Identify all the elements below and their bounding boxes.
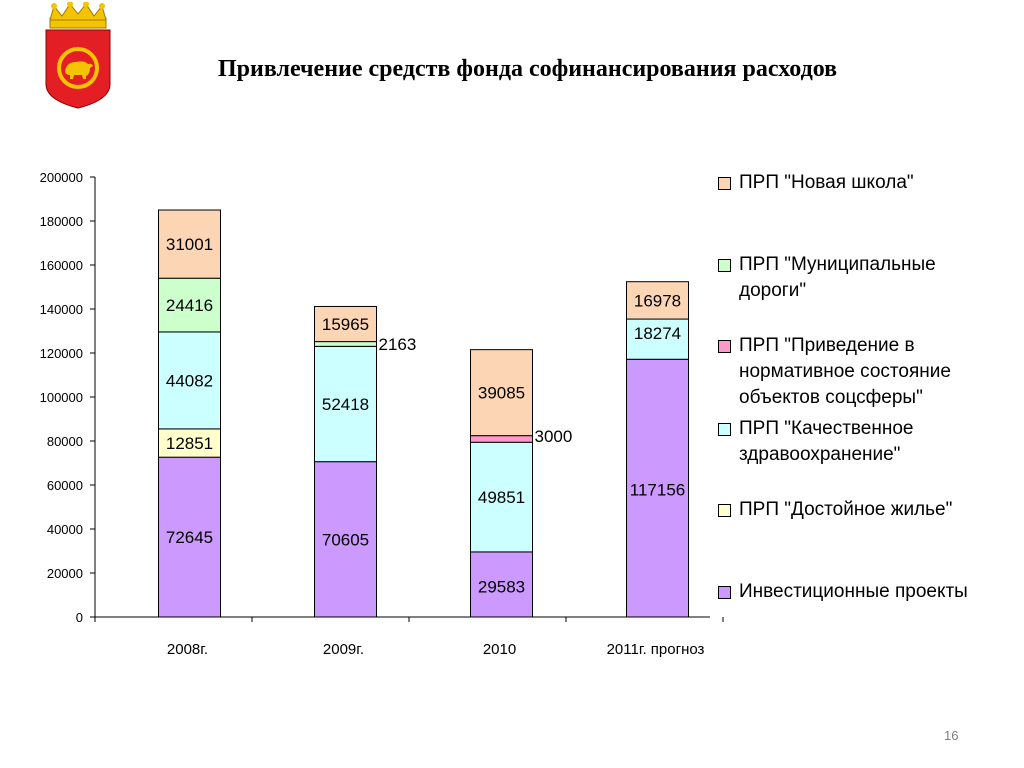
legend-item-investment: Инвестиционные проекты [718, 579, 968, 605]
bar-segment [314, 345, 377, 463]
data-label: 31001 [166, 235, 213, 254]
legend-swatch [718, 177, 731, 190]
data-label: 3000 [535, 427, 573, 446]
crown-icon [49, 2, 107, 29]
bar-segment [626, 318, 689, 360]
bar-segment [314, 461, 377, 618]
legend-item-housing: ПРП "Достойное жилье" [718, 497, 952, 523]
y-tick-label: 80000 [47, 434, 83, 449]
bar-segment [314, 305, 377, 343]
bar-segment [470, 349, 533, 437]
legend-label: Инвестиционные проекты [739, 581, 968, 602]
legend-item-social: ПРП "Приведение в нормативное состояние … [718, 333, 1008, 411]
data-label: 18274 [634, 324, 681, 343]
legend-label: ПРП "Новая школа" [739, 172, 914, 193]
data-label: 72645 [166, 528, 213, 547]
y-tick-label: 0 [76, 610, 83, 625]
data-label: 52418 [322, 395, 369, 414]
bar-segment [158, 456, 221, 618]
bear-icon [65, 61, 93, 79]
legend-swatch [718, 586, 731, 599]
data-label: 16978 [634, 291, 681, 310]
x-tick-label: 2009г. [323, 641, 364, 658]
data-label: 70605 [322, 530, 369, 549]
bar-segment [470, 441, 533, 553]
data-label: 12851 [166, 434, 213, 453]
y-tick-label: 200000 [40, 170, 83, 185]
x-tick-label: 2008г. [167, 641, 208, 658]
bar-segment [314, 341, 377, 347]
bar-segment [626, 358, 689, 618]
bar-segment [158, 209, 221, 279]
legend-label: ПРП "Достойное жилье" [739, 499, 953, 520]
bar-segment [470, 551, 533, 618]
data-label: 29583 [478, 577, 525, 596]
data-label: 49851 [478, 488, 525, 507]
y-tick-label: 20000 [47, 566, 83, 581]
data-label: 2163 [379, 335, 417, 354]
legend-item-roads: ПРП "Муниципальные дороги" [718, 252, 978, 304]
legend-label: ПРП "Муниципальные дороги" [739, 254, 936, 301]
bar-segment [158, 331, 221, 430]
bar-segment [470, 435, 533, 443]
legend-item-health: ПРП "Качественное здравоохранение" [718, 416, 948, 468]
data-label: 24416 [166, 296, 213, 315]
legend-swatch [718, 259, 731, 272]
gold-ring-icon [57, 47, 99, 89]
page-number: 16 [944, 728, 959, 743]
y-tick-label: 60000 [47, 478, 83, 493]
legend-swatch [718, 504, 731, 517]
y-tick-label: 120000 [40, 346, 83, 361]
coat-of-arms-emblem [45, 2, 111, 109]
legend-swatch [718, 423, 731, 436]
y-tick-label: 140000 [40, 302, 83, 317]
y-tick-label: 100000 [40, 390, 83, 405]
bar-segment [158, 277, 221, 333]
legend-item-school: ПРП "Новая школа" [718, 170, 914, 196]
slide-title: Привлечение средств фонда софинансирован… [218, 56, 838, 82]
data-label: 44082 [166, 371, 213, 390]
data-label: 15965 [322, 315, 369, 334]
x-tick-label: 2010 [483, 641, 516, 658]
data-label: 39085 [478, 384, 525, 403]
y-tick-label: 180000 [40, 214, 83, 229]
y-tick-label: 40000 [47, 522, 83, 537]
legend-label: ПРП "Приведение в нормативное состояние … [739, 335, 951, 408]
data-label: 117156 [630, 480, 685, 499]
y-tick-label: 160000 [40, 258, 83, 273]
legend-swatch [718, 340, 731, 353]
x-tick-label: 2011г. прогноз [607, 641, 705, 658]
legend-label: ПРП "Качественное здравоохранение" [739, 418, 914, 465]
bar-segment [626, 281, 689, 320]
